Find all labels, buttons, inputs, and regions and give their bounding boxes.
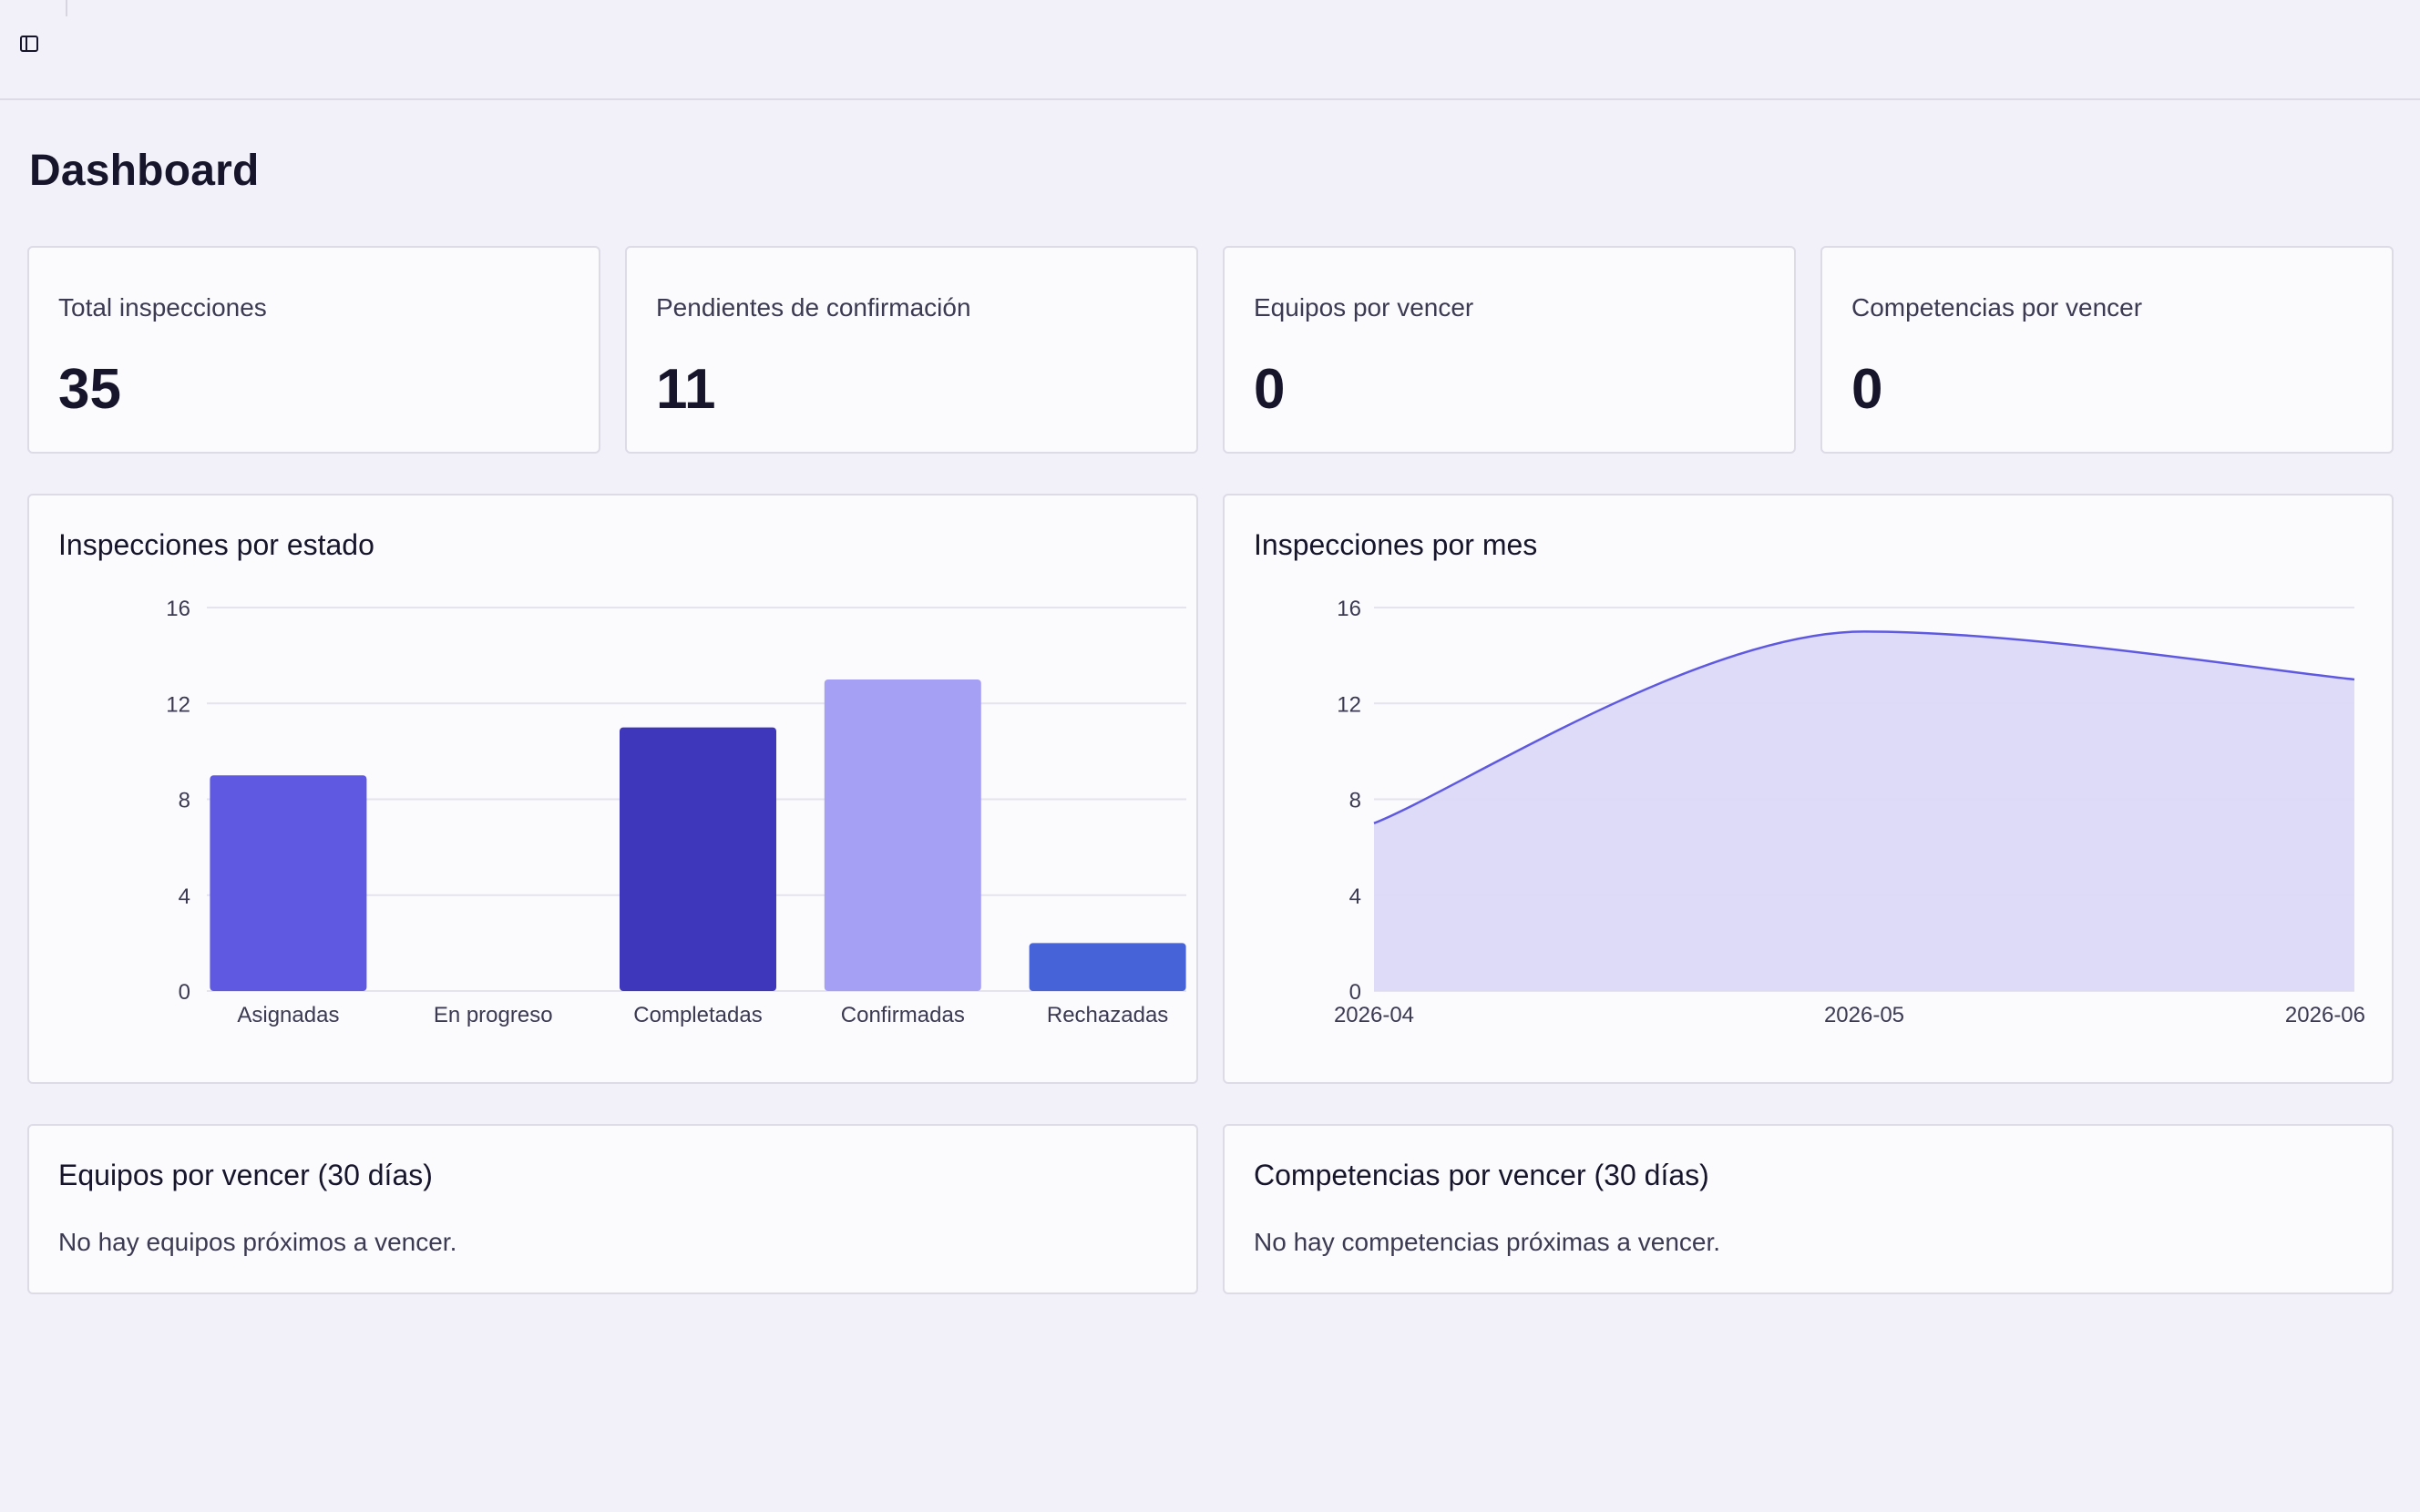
status-chart-card: Inspecciones por estado 0 4 8 12 16 Asignadas… xyxy=(27,494,1198,1084)
y-tick-label: 4 xyxy=(1349,884,1361,909)
month-chart-title: Inspecciones por mes xyxy=(1254,528,1538,561)
equipos-panel-title: Equipos por vencer (30 días) xyxy=(58,1159,433,1191)
y-tick-label: 0 xyxy=(179,980,190,1005)
y-tick-label: 12 xyxy=(166,692,190,717)
stat-card-pendientes: Pendientes de confirmación 11 xyxy=(625,246,1198,454)
stat-label: Pendientes de confirmación xyxy=(656,293,971,322)
x-tick-label: 2026-05 xyxy=(1824,1003,1904,1027)
month-area-chart: 0 4 8 12 16 2026-04 2026-05 2026-06 xyxy=(1334,597,2365,1027)
y-tick-label: 8 xyxy=(1349,789,1361,813)
y-tick-label: 4 xyxy=(179,884,190,909)
x-tick-label: Completadas xyxy=(633,1003,762,1027)
stat-card-equipos-por-vencer: Equipos por vencer 0 xyxy=(1223,246,1796,454)
stat-value: 0 xyxy=(1851,358,1883,421)
stat-value: 11 xyxy=(656,358,716,421)
x-tick-label: En progreso xyxy=(434,1003,553,1027)
competencias-panel-title: Competencias por vencer (30 días) xyxy=(1254,1159,1709,1191)
y-tick-label: 8 xyxy=(179,789,190,813)
equipos-empty-message: No hay equipos próximos a vencer. xyxy=(58,1228,457,1256)
series-line xyxy=(1373,630,2355,824)
y-tick-label: 16 xyxy=(1337,597,1361,621)
x-tick-label: Rechazadas xyxy=(1047,1003,1168,1027)
y-tick-label: 16 xyxy=(166,597,190,621)
header-divider xyxy=(66,0,67,16)
page-title: Dashboard xyxy=(29,147,260,195)
month-chart-card: Inspecciones por mes 0 4 8 12 16 2026-04 2026-… xyxy=(1223,494,2394,1084)
bar-confirmadas xyxy=(824,679,981,991)
stat-label: Equipos por vencer xyxy=(1254,293,1474,322)
stat-label: Competencias por vencer xyxy=(1851,293,2143,322)
stat-value: 0 xyxy=(1254,358,1286,421)
stat-label: Total inspecciones xyxy=(58,293,267,322)
y-tick-label: 0 xyxy=(1349,980,1361,1005)
bar-asignadas xyxy=(210,775,367,991)
bar-rechazadas xyxy=(1029,943,1186,991)
x-tick-label: 2026-04 xyxy=(1334,1003,1414,1027)
status-chart-title: Inspecciones por estado xyxy=(58,528,374,561)
x-tick-label: Confirmadas xyxy=(841,1003,965,1027)
sidebar-toggle-icon xyxy=(20,36,38,52)
stat-card-total-inspecciones: Total inspecciones 35 xyxy=(27,246,600,454)
y-tick-label: 12 xyxy=(1337,692,1361,717)
competencias-por-vencer-panel: Competencias por vencer (30 días) No hay… xyxy=(1223,1124,2394,1294)
stat-card-competencias-por-vencer: Competencias por vencer 0 xyxy=(1820,246,2394,454)
sidebar-toggle-button[interactable] xyxy=(13,27,46,60)
x-tick-label: 2026-06 xyxy=(2285,1003,2365,1027)
bar-completadas xyxy=(620,727,776,991)
x-tick-label: Asignadas xyxy=(237,1003,339,1027)
equipos-por-vencer-panel: Equipos por vencer (30 días) No hay equi… xyxy=(27,1124,1198,1294)
area-fill xyxy=(1374,631,2354,991)
stat-value: 35 xyxy=(58,358,121,421)
top-bar xyxy=(0,0,2420,100)
competencias-empty-message: No hay competencias próximas a vencer. xyxy=(1254,1228,1721,1256)
status-bar-chart: 0 4 8 12 16 Asignadas En progreso Completadas Co… xyxy=(166,597,1186,1027)
